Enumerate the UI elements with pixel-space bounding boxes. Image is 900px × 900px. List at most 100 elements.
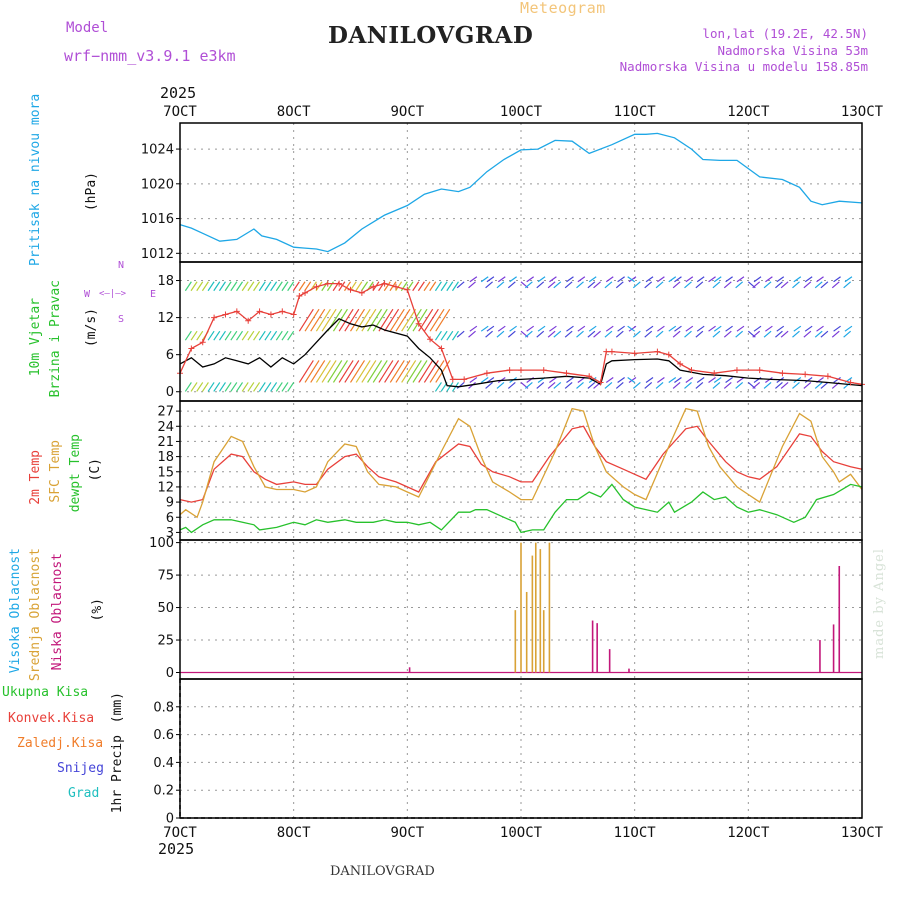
wind-barb xyxy=(378,360,394,383)
wind-barb xyxy=(723,281,732,289)
wind-barb xyxy=(423,308,439,332)
wind-barb xyxy=(218,330,226,341)
wind-barb xyxy=(566,325,574,332)
wind-barb xyxy=(332,308,348,332)
temperature-y-tick-label: 27 xyxy=(157,405,174,420)
wind-barb xyxy=(298,281,306,292)
wind-barb xyxy=(803,330,812,338)
wind-gust-marker xyxy=(256,308,263,315)
wind-barb xyxy=(780,382,789,389)
wind-barb xyxy=(763,382,772,389)
wind-barb xyxy=(287,382,295,392)
pressure-y-tick-label: 1020 xyxy=(141,177,174,192)
wind-barb xyxy=(645,325,654,332)
x-tick-label-top: 11OCT xyxy=(614,104,657,120)
wind-dir-west: W xyxy=(84,289,91,300)
wind-barb xyxy=(587,330,596,338)
wind-gust-marker xyxy=(438,345,445,352)
wind-barb xyxy=(224,281,232,292)
wind-barb xyxy=(547,382,556,389)
wind-barb xyxy=(361,281,369,292)
wind-barb xyxy=(723,330,732,338)
wind-barb xyxy=(820,281,829,289)
wind-barb xyxy=(803,382,812,389)
wind-barb xyxy=(344,308,360,332)
wind-barb xyxy=(218,382,226,392)
wind-barb xyxy=(361,360,377,383)
wind-barb xyxy=(327,360,343,383)
wind-barb xyxy=(752,382,761,389)
wind-barb xyxy=(627,276,636,283)
wind-barb xyxy=(524,382,533,389)
wind-barb xyxy=(383,281,391,292)
wind-barb xyxy=(803,281,812,289)
wind-barb xyxy=(792,281,800,289)
wind-barb xyxy=(190,330,198,341)
wind-barb xyxy=(247,281,255,292)
wind-barb xyxy=(372,360,388,383)
wind-gust-marker xyxy=(222,311,229,318)
wind-barb xyxy=(321,360,337,383)
wind-barb xyxy=(536,281,545,289)
precip-y-tick-label: 0.8 xyxy=(153,700,174,715)
clouds-y-tick-label: 50 xyxy=(157,601,174,616)
wind-dir-north: N xyxy=(118,260,125,271)
pressure-series-pritisak-na-nivou-mora xyxy=(179,132,863,253)
x-tick-label-top: 10OCT xyxy=(500,104,543,120)
wind-gust-marker xyxy=(586,373,593,380)
wind-barb xyxy=(298,360,314,383)
wind-barb xyxy=(713,276,722,283)
clouds-y-tick-label: 0 xyxy=(166,666,174,681)
wind-barb xyxy=(241,330,249,341)
wind-barb xyxy=(775,382,783,389)
wind-barb xyxy=(735,382,744,389)
wind-barb xyxy=(655,382,664,389)
temperature-y-tick-label: 24 xyxy=(157,420,174,435)
wind-barb xyxy=(367,360,383,383)
wind-barb xyxy=(184,382,192,392)
wind-gust-marker xyxy=(290,311,297,318)
temperature-panel-frame xyxy=(179,400,863,541)
wind-barb xyxy=(752,281,761,289)
wind-barb xyxy=(417,281,425,292)
wind-barb xyxy=(304,360,320,383)
wind-barb xyxy=(469,376,478,383)
model-label: Model xyxy=(66,20,109,36)
wind-barb xyxy=(184,330,192,341)
wind-barb xyxy=(389,360,405,383)
wind-barb xyxy=(843,330,852,338)
wind-barb xyxy=(576,330,584,338)
wind-barb xyxy=(604,382,613,389)
wind-gust-marker xyxy=(358,289,365,296)
wind-barb xyxy=(406,360,422,383)
wind-barb xyxy=(576,382,584,389)
wind-barb xyxy=(446,281,454,292)
wind-barb xyxy=(349,360,366,383)
wind-barb xyxy=(190,382,198,392)
wind-barb xyxy=(547,330,556,338)
wind-gust-marker xyxy=(347,286,354,293)
precip-y-tick-label: 0.4 xyxy=(153,756,174,771)
wind-barb xyxy=(816,276,824,283)
wind-barb xyxy=(655,330,664,338)
wind-barb xyxy=(775,330,783,338)
wind-barb xyxy=(468,330,476,338)
wind-barb xyxy=(361,308,377,332)
wind-gust-marker xyxy=(324,280,331,287)
wind-barb xyxy=(644,330,653,338)
wind-gust-marker xyxy=(267,311,274,318)
wind-y-tick-label: 18 xyxy=(157,274,174,289)
wind-barb xyxy=(713,376,722,383)
wind-barb xyxy=(344,360,360,383)
wind-barb xyxy=(230,281,238,292)
wind-barb xyxy=(833,276,841,283)
clouds-y-tick-label: 25 xyxy=(157,634,174,649)
wind-barb xyxy=(507,330,516,338)
legend-total-rain: Ukupna Kisa xyxy=(2,685,89,700)
wind-gust-marker xyxy=(597,379,604,386)
wind-dir-south: S xyxy=(118,314,125,325)
legend-hail: Grad xyxy=(68,786,100,801)
wind-barb xyxy=(712,330,721,338)
wind-barb xyxy=(593,281,601,289)
wind-barb xyxy=(321,308,337,332)
